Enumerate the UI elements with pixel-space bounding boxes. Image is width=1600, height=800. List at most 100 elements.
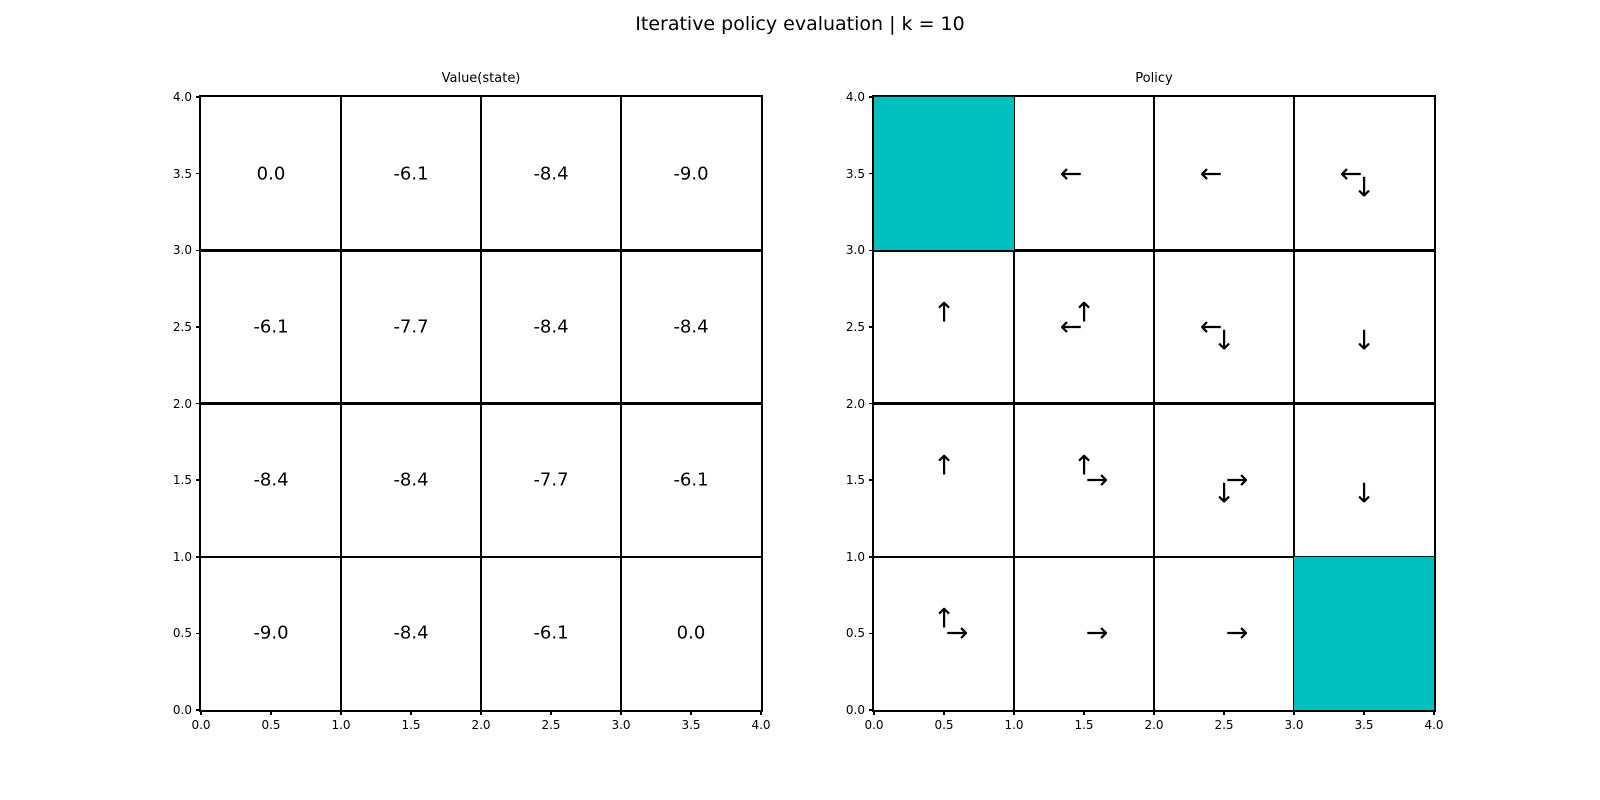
up-arrow-icon: ↑ bbox=[1072, 450, 1096, 482]
y-tick-mark bbox=[196, 249, 201, 251]
y-tick-mark bbox=[196, 96, 201, 98]
terminal-cell bbox=[874, 97, 1014, 251]
value-cell: -6.1 bbox=[481, 557, 621, 710]
x-tick-mark bbox=[1083, 710, 1085, 715]
y-tick-label: 3.0 bbox=[845, 243, 865, 258]
x-tick-mark bbox=[943, 710, 945, 715]
x-tick-label: 1.5 bbox=[1074, 718, 1094, 732]
policy-cell: → bbox=[1014, 557, 1154, 710]
left-arrow-icon: ← bbox=[1199, 158, 1223, 190]
up-arrow-icon: ↑ bbox=[932, 603, 956, 635]
state-value-text: 0.0 bbox=[256, 163, 286, 185]
y-tick-mark bbox=[869, 479, 874, 481]
value-cell: -6.1 bbox=[201, 250, 341, 403]
x-tick-mark bbox=[690, 710, 692, 715]
right-arrow-icon: → bbox=[1085, 617, 1109, 649]
left-arrow-icon: ← bbox=[1199, 311, 1223, 343]
policy-cell: ↑ → bbox=[874, 557, 1014, 710]
x-tick-label: 3.5 bbox=[1354, 718, 1374, 732]
y-tick-mark bbox=[196, 172, 201, 175]
x-tick-label: 0.5 bbox=[261, 718, 281, 732]
x-tick-mark bbox=[760, 710, 762, 715]
figure-title: Iterative policy evaluation | k = 10 bbox=[635, 13, 965, 35]
terminal-cell bbox=[1294, 556, 1434, 710]
policy-cell: ← ↓ bbox=[1154, 250, 1294, 403]
y-tick-label: 3.0 bbox=[172, 243, 192, 258]
y-tick-label: 1.5 bbox=[172, 473, 192, 488]
policy-cell: ↓ → bbox=[1154, 404, 1294, 557]
y-tick-label: 0.5 bbox=[845, 626, 865, 641]
x-tick-mark bbox=[410, 710, 412, 715]
grid-line-vertical bbox=[1292, 97, 1296, 710]
state-value-text: -8.4 bbox=[533, 163, 569, 185]
x-tick-label: 1.0 bbox=[1004, 718, 1024, 732]
y-tick-label: 1.0 bbox=[172, 549, 192, 564]
x-tick-label: 4.0 bbox=[1424, 718, 1444, 732]
state-value-text: -7.7 bbox=[393, 316, 429, 338]
state-value-text: -8.4 bbox=[673, 316, 709, 338]
x-tick-mark bbox=[200, 710, 202, 715]
y-tick-mark bbox=[196, 402, 201, 405]
y-tick-mark bbox=[869, 556, 874, 558]
y-tick-mark bbox=[869, 96, 874, 98]
x-tick-mark bbox=[1153, 710, 1155, 715]
y-tick-mark bbox=[869, 709, 874, 711]
policy-cell: ← bbox=[1014, 97, 1154, 250]
y-tick-mark bbox=[869, 249, 874, 251]
y-tick-mark bbox=[196, 556, 201, 558]
grid-line-vertical bbox=[619, 97, 623, 710]
right-arrow-icon: → bbox=[1225, 464, 1249, 496]
x-tick-mark bbox=[1013, 710, 1015, 715]
state-value-text: -9.0 bbox=[253, 622, 289, 644]
policy-cell: ← bbox=[1154, 97, 1294, 250]
x-tick-mark bbox=[1363, 710, 1365, 715]
value-cell: -8.4 bbox=[201, 404, 341, 557]
state-value-text: -6.1 bbox=[533, 622, 569, 644]
value-cell: 0.0 bbox=[621, 557, 761, 710]
policy-plot: Policy 0.0 0.0 0.5 0.5 1.0 1.0 1.5 1.5 2.0 2.0 2.5… bbox=[846, 71, 1444, 732]
x-tick-mark bbox=[550, 710, 552, 715]
state-value-text: -6.1 bbox=[673, 469, 709, 491]
state-value-text: 0.0 bbox=[676, 622, 706, 644]
state-value-text: -6.1 bbox=[393, 163, 429, 185]
y-tick-label: 2.5 bbox=[172, 319, 192, 334]
y-tick-mark bbox=[196, 709, 201, 711]
y-tick-mark bbox=[869, 402, 874, 405]
value-cell: -8.4 bbox=[481, 250, 621, 403]
grid-line-horizontal bbox=[874, 555, 1434, 558]
value-cell: -9.0 bbox=[201, 557, 341, 710]
x-tick-label: 3.5 bbox=[681, 718, 701, 732]
value-cell: -9.0 bbox=[621, 97, 761, 250]
right-arrow-icon: → bbox=[1225, 617, 1249, 649]
x-tick-label: 0.0 bbox=[864, 718, 884, 732]
policy-cell: ↑ bbox=[874, 250, 1014, 403]
down-arrow-icon: ↓ bbox=[1352, 325, 1376, 357]
x-tick-label: 2.5 bbox=[541, 718, 561, 732]
down-arrow-icon: ↓ bbox=[1352, 478, 1376, 510]
x-tick-mark bbox=[620, 710, 622, 715]
y-tick-label: 4.0 bbox=[845, 90, 865, 104]
y-tick-mark bbox=[196, 326, 201, 328]
x-tick-mark bbox=[270, 710, 272, 715]
x-tick-label: 0.0 bbox=[191, 718, 211, 732]
y-tick-label: 4.0 bbox=[172, 90, 192, 104]
up-arrow-icon: ↑ bbox=[932, 297, 956, 329]
grid-line-horizontal bbox=[874, 402, 1434, 405]
y-tick-mark bbox=[869, 326, 874, 328]
state-value-text: -9.0 bbox=[673, 163, 709, 185]
policy-cell: ↑ → bbox=[1014, 404, 1154, 557]
state-value-text: -8.4 bbox=[533, 316, 569, 338]
x-tick-label: 2.0 bbox=[1144, 718, 1164, 732]
left-arrow-icon: ← bbox=[1339, 158, 1363, 190]
policy-cell: ↑ ← bbox=[1014, 250, 1154, 403]
y-tick-label: 2.0 bbox=[172, 396, 192, 411]
y-tick-mark bbox=[869, 172, 874, 175]
value-cell: 0.0 bbox=[201, 97, 341, 250]
x-tick-label: 4.0 bbox=[751, 718, 771, 732]
x-tick-label: 1.5 bbox=[401, 718, 421, 732]
state-value-text: -8.4 bbox=[253, 469, 289, 491]
value-plot: Value(state) 0.0 0.0 0.5 0.5 1.0 1.0 1.5 1.5 2.0… bbox=[173, 71, 771, 732]
value-cell: -8.4 bbox=[621, 250, 761, 403]
x-tick-mark bbox=[1293, 710, 1295, 715]
